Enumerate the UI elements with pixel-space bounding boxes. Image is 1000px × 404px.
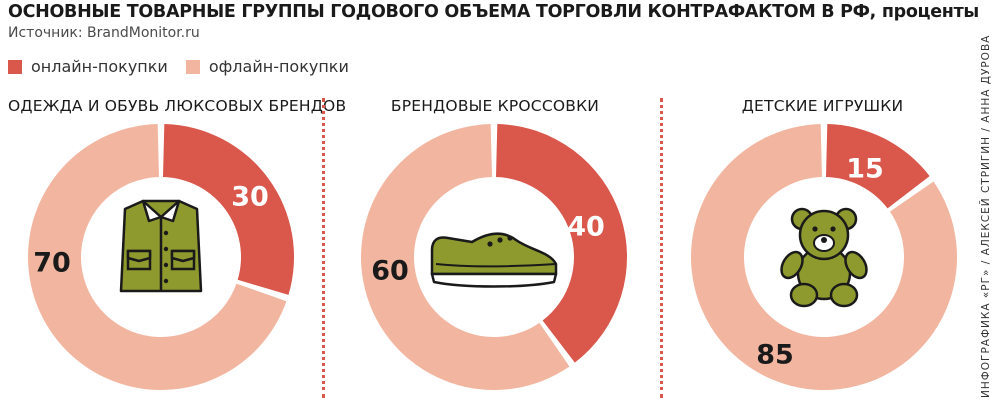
legend-swatch-offline xyxy=(185,59,200,74)
legend-item-offline: офлайн-покупки xyxy=(185,57,349,76)
donut-chart xyxy=(28,124,294,390)
donut-slice-offline xyxy=(360,124,570,390)
credit-note: ИНФОГРАФИКА «РГ» / АЛЕКСЕЙ СТРИГИН / АНН… xyxy=(980,34,992,398)
data-label-online: 40 xyxy=(567,212,605,243)
panel-divider xyxy=(322,98,325,398)
donut-slice-offline xyxy=(28,124,287,390)
source-note: Источник: BrandMonitor.ru xyxy=(8,25,200,41)
legend-label-online: онлайн-покупки xyxy=(31,57,168,76)
data-label-online: 30 xyxy=(231,182,269,213)
data-label-offline: 60 xyxy=(371,256,409,287)
donut-slice-online xyxy=(495,124,628,363)
data-label-offline: 70 xyxy=(33,248,71,279)
legend-swatch-online xyxy=(8,59,22,74)
data-label-online: 15 xyxy=(846,154,884,185)
panel-divider xyxy=(660,98,663,398)
panel-title-sneakers: БРЕНДОВЫЕ КРОССОВКИ xyxy=(390,97,600,115)
data-label-offline: 85 xyxy=(756,340,794,371)
panel-title-luxury: ОДЕЖДА И ОБУВЬ ЛЮКСОВЫХ БРЕНДОВ xyxy=(8,97,347,115)
donut-slice-online xyxy=(162,124,294,295)
legend: онлайн-покупки офлайн-покупки xyxy=(8,57,367,76)
legend-item-online: онлайн-покупки xyxy=(8,57,168,76)
donut-slice-online xyxy=(825,124,930,209)
shirt-icon xyxy=(119,199,203,293)
donut-chart xyxy=(691,124,957,391)
teddy-bear-icon xyxy=(780,207,868,308)
donut-chart xyxy=(360,124,628,390)
panel-title-toys: ДЕТСКИЕ ИГРУШКИ xyxy=(741,97,904,115)
donut-slice-offline xyxy=(691,124,957,391)
legend-label-offline: офлайн-покупки xyxy=(208,57,349,76)
chart-title: ОСНОВНЫЕ ТОВАРНЫЕ ГРУППЫ ГОДОВОГО ОБЪЕМА… xyxy=(8,2,979,22)
sneaker-icon xyxy=(430,232,558,288)
